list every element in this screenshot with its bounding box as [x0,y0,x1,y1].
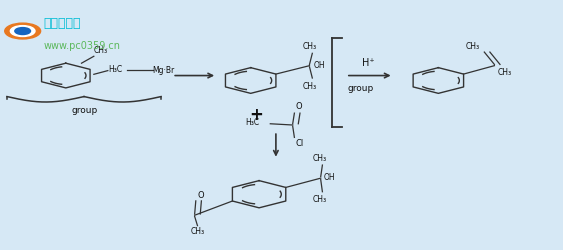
Text: www.pc0359.cn: www.pc0359.cn [43,41,120,51]
Text: Mg·Br: Mg·Br [153,66,175,75]
Text: CH₃: CH₃ [497,68,511,77]
Text: O: O [296,102,302,112]
Text: CH₃: CH₃ [94,46,108,54]
Text: 河东软件园: 河东软件园 [43,18,81,30]
Text: H₃C: H₃C [245,118,259,127]
Text: CH₃: CH₃ [303,42,317,51]
Text: group: group [347,84,374,93]
Text: O: O [198,191,204,200]
Text: CH₃: CH₃ [466,42,480,51]
Text: CH₃: CH₃ [303,82,317,91]
Text: CH₃: CH₃ [190,227,204,236]
Text: H⁺: H⁺ [362,58,374,68]
Circle shape [5,23,41,39]
Text: group: group [71,106,97,116]
Text: +: + [249,106,263,124]
Text: CH₃: CH₃ [313,154,327,163]
Text: H₃C: H₃C [108,65,122,74]
Circle shape [15,28,30,34]
Text: CH₃: CH₃ [313,195,327,204]
Text: OH: OH [314,61,325,70]
Text: Cl: Cl [296,139,304,148]
Circle shape [10,26,35,36]
Text: OH: OH [324,173,336,182]
